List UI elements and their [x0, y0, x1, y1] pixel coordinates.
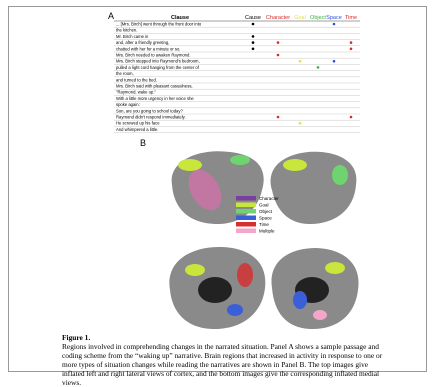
caption-title: Figure 1. — [62, 333, 392, 342]
clause: Mrs. Birch said with pleasant casualness… — [116, 84, 193, 89]
legend-swatch — [236, 222, 256, 227]
activation — [332, 165, 348, 185]
clause: He screwed up his face — [116, 121, 160, 126]
legend-swatch — [236, 203, 256, 208]
clause: the room, — [116, 71, 134, 76]
code-dot — [350, 48, 353, 51]
column-header: Space — [326, 15, 342, 21]
code-dot — [317, 66, 320, 69]
column-header: Object — [310, 15, 326, 21]
activation — [283, 159, 307, 171]
legend-swatch — [236, 216, 256, 221]
legend-swatch — [236, 229, 256, 234]
legend-swatch — [236, 209, 256, 214]
code-dot — [252, 48, 255, 51]
column-header: Clause — [171, 15, 189, 21]
clause: Mrs. Birch needed to awaken Raymond. — [116, 53, 190, 58]
legend-label: Character — [259, 196, 279, 201]
code-dot — [350, 116, 353, 119]
activation — [178, 159, 202, 171]
code-dot — [277, 41, 280, 44]
legend-label: Time — [259, 222, 269, 227]
brain-views — [169, 151, 358, 329]
panel-label: A — [108, 11, 114, 21]
column-header: Time — [345, 15, 357, 21]
clause: With a little more urgency in her voice … — [116, 96, 194, 101]
clause: Mr. Birch came in — [116, 34, 149, 39]
clause: spoke again: — [116, 102, 140, 107]
code-dot — [277, 54, 280, 57]
code-dot — [252, 23, 255, 26]
clause: Son, are you going to school today? — [116, 108, 183, 113]
activation — [325, 262, 345, 274]
clause: and turned to the bed. — [116, 77, 157, 82]
legend-swatch — [236, 196, 256, 201]
activation — [230, 155, 250, 165]
legend-label: Multiple — [259, 229, 275, 234]
clause: "Raymond, wake up." — [116, 90, 156, 95]
activation — [227, 304, 243, 316]
medial-wall — [198, 277, 232, 303]
clause: ... [Mrs. Birch] went through the front … — [116, 22, 202, 27]
code-dot — [299, 60, 302, 63]
clause: Raymond didn't respond immediately. — [116, 115, 186, 120]
code-dot — [333, 60, 336, 63]
legend-label: Object — [259, 209, 273, 214]
activation — [185, 264, 205, 276]
column-header: Goal — [294, 15, 306, 21]
code-dot — [277, 116, 280, 119]
caption-text: Regions involved in comprehending change… — [62, 342, 382, 387]
code-dot — [299, 122, 302, 125]
column-header: Cause — [245, 15, 261, 21]
clause: the kitchen. — [116, 28, 137, 33]
clause: pulled a light cord hanging from the cen… — [116, 65, 200, 70]
activation — [313, 310, 327, 320]
clause: and, after a friendly greeting, — [116, 40, 169, 45]
legend-label: Space — [259, 216, 272, 221]
clause: Mrs. Birch stepped into Raymond's bedroo… — [116, 59, 200, 64]
brain-right-lateral — [271, 152, 357, 224]
code-dot — [252, 41, 255, 44]
panel-label: B — [140, 138, 146, 148]
clause: chatted with her for a minute or so. — [116, 46, 180, 51]
column-header: Character — [266, 15, 290, 21]
activation — [237, 263, 253, 287]
code-dot — [252, 35, 255, 38]
legend-label: Goal — [259, 203, 269, 208]
activation — [293, 291, 307, 309]
clause: And whimpered a little. — [116, 127, 158, 132]
code-dot — [333, 23, 336, 26]
code-dot — [350, 41, 353, 44]
